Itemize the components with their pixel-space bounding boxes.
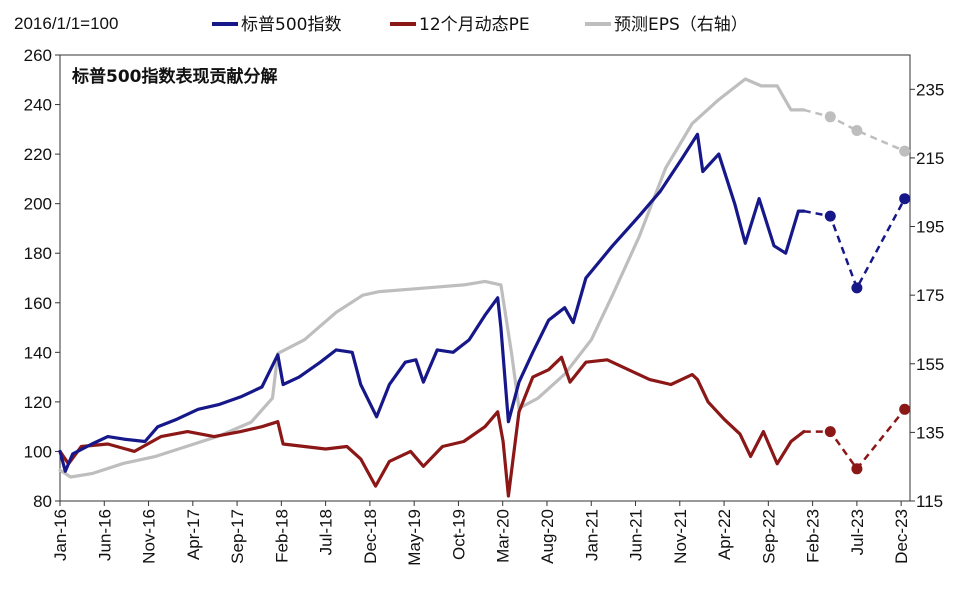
forecast-line-pe bbox=[803, 408, 906, 471]
right-tick-label: 235 bbox=[916, 80, 944, 99]
base-note: 2016/1/1=100 bbox=[14, 14, 118, 33]
x-tick-label: Nov-16 bbox=[140, 509, 159, 564]
left-tick-label: 160 bbox=[24, 294, 52, 313]
forecast-marker-pe bbox=[824, 426, 836, 438]
x-tick-label: Jan-21 bbox=[582, 509, 601, 561]
forecast-marker-eps bbox=[851, 125, 863, 136]
series-line-pe bbox=[58, 355, 806, 498]
left-tick-label: 180 bbox=[24, 244, 52, 263]
x-tick-label: Feb-23 bbox=[804, 509, 823, 563]
x-tick-label: Jun-21 bbox=[627, 509, 646, 561]
forecast-marker-pe bbox=[899, 403, 911, 415]
x-tick-label: Oct-19 bbox=[449, 509, 468, 560]
forecast-marker-sp500 bbox=[851, 282, 863, 294]
series-layer bbox=[58, 77, 911, 498]
left-tick-label: 140 bbox=[24, 343, 52, 362]
forecast-marker-pe bbox=[851, 463, 863, 475]
series-line-eps bbox=[58, 77, 806, 479]
right-tick-label: 115 bbox=[916, 492, 943, 511]
x-tick-label: Dec-18 bbox=[361, 509, 380, 564]
forecast-line-sp500 bbox=[803, 198, 906, 291]
forecast-line-eps bbox=[803, 108, 906, 153]
left-tick-label: 220 bbox=[24, 145, 52, 164]
left-tick-label: 240 bbox=[24, 96, 52, 115]
right-tick-label: 175 bbox=[916, 286, 944, 305]
legend-item-sp500: 标普500指数 bbox=[212, 15, 341, 35]
forecast-marker-sp500 bbox=[824, 210, 836, 222]
x-axis: Jan-16 Jun-16 Nov-16 Apr-17 Sep-17 Feb-18 Jul-… bbox=[51, 501, 911, 566]
legend-item-eps: 预测EPS（右轴） bbox=[585, 15, 748, 35]
forecast-marker-eps bbox=[899, 145, 911, 157]
x-tick-label: Nov-21 bbox=[671, 509, 690, 564]
x-tick-label: Aug-20 bbox=[538, 509, 557, 564]
left-tick-label: 200 bbox=[24, 195, 52, 214]
x-tick-label: Apr-17 bbox=[184, 509, 203, 560]
x-tick-label: Feb-18 bbox=[272, 509, 291, 563]
x-tick-label: Mar-20 bbox=[494, 509, 513, 563]
x-tick-label: Jul-18 bbox=[317, 509, 336, 555]
plot-frame bbox=[59, 54, 911, 502]
right-tick-label: 155 bbox=[916, 355, 944, 374]
forecast-marker-sp500 bbox=[899, 193, 911, 205]
x-tick-label: Jul-23 bbox=[848, 509, 867, 555]
left-tick-label: 120 bbox=[24, 393, 52, 412]
right-y-axis: 115 135 155 175 195 215 235 bbox=[910, 80, 944, 511]
series-line-sp500 bbox=[58, 132, 806, 473]
forecast-marker-eps bbox=[824, 111, 836, 123]
legend-label-pe: 12个月动态PE bbox=[419, 15, 530, 35]
x-tick-label: Apr-22 bbox=[715, 509, 734, 560]
legend-item-pe: 12个月动态PE bbox=[390, 15, 530, 35]
right-tick-label: 195 bbox=[916, 218, 944, 237]
right-tick-label: 215 bbox=[916, 149, 944, 168]
legend-label-eps: 预测EPS（右轴） bbox=[614, 15, 748, 35]
x-tick-label: Sep-22 bbox=[759, 509, 778, 564]
x-tick-label: Jun-16 bbox=[95, 509, 114, 561]
x-tick-label: Jan-16 bbox=[51, 509, 70, 561]
right-tick-label: 135 bbox=[916, 423, 944, 442]
inner-chart-title: 标普500指数表现贡献分解 bbox=[72, 66, 278, 87]
x-tick-label: May-19 bbox=[405, 509, 424, 566]
x-tick-label: Sep-17 bbox=[228, 509, 247, 564]
left-tick-label: 100 bbox=[24, 442, 52, 461]
legend-label-sp500: 标普500指数 bbox=[241, 15, 341, 35]
legend: 标普500指数 12个月动态PE 预测EPS（右轴） bbox=[212, 15, 748, 35]
left-y-axis: 80 100 120 140 160 180 200 220 240 260 bbox=[24, 46, 60, 511]
left-tick-label: 260 bbox=[24, 46, 52, 65]
left-tick-label: 80 bbox=[33, 492, 52, 511]
x-tick-label: Dec-23 bbox=[892, 509, 911, 564]
